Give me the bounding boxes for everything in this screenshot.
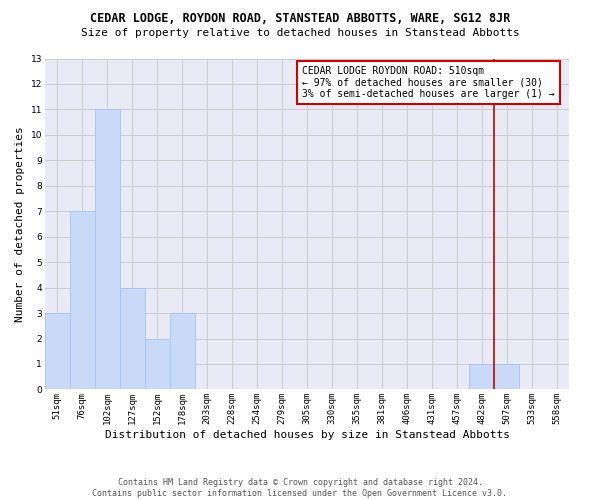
Y-axis label: Number of detached properties: Number of detached properties bbox=[15, 126, 25, 322]
Bar bbox=[469, 364, 494, 390]
X-axis label: Distribution of detached houses by size in Stanstead Abbotts: Distribution of detached houses by size … bbox=[104, 430, 509, 440]
Bar bbox=[120, 288, 145, 390]
Bar bbox=[494, 364, 520, 390]
Bar bbox=[70, 211, 95, 390]
Bar bbox=[45, 313, 70, 390]
Bar bbox=[95, 110, 120, 390]
Text: Contains HM Land Registry data © Crown copyright and database right 2024.
Contai: Contains HM Land Registry data © Crown c… bbox=[92, 478, 508, 498]
Bar bbox=[145, 338, 170, 390]
Text: Size of property relative to detached houses in Stanstead Abbotts: Size of property relative to detached ho… bbox=[80, 28, 520, 38]
Text: CEDAR LODGE ROYDON ROAD: 510sqm
← 97% of detached houses are smaller (30)
3% of : CEDAR LODGE ROYDON ROAD: 510sqm ← 97% of… bbox=[302, 66, 554, 100]
Text: CEDAR LODGE, ROYDON ROAD, STANSTEAD ABBOTTS, WARE, SG12 8JR: CEDAR LODGE, ROYDON ROAD, STANSTEAD ABBO… bbox=[90, 12, 510, 26]
Bar bbox=[170, 313, 194, 390]
